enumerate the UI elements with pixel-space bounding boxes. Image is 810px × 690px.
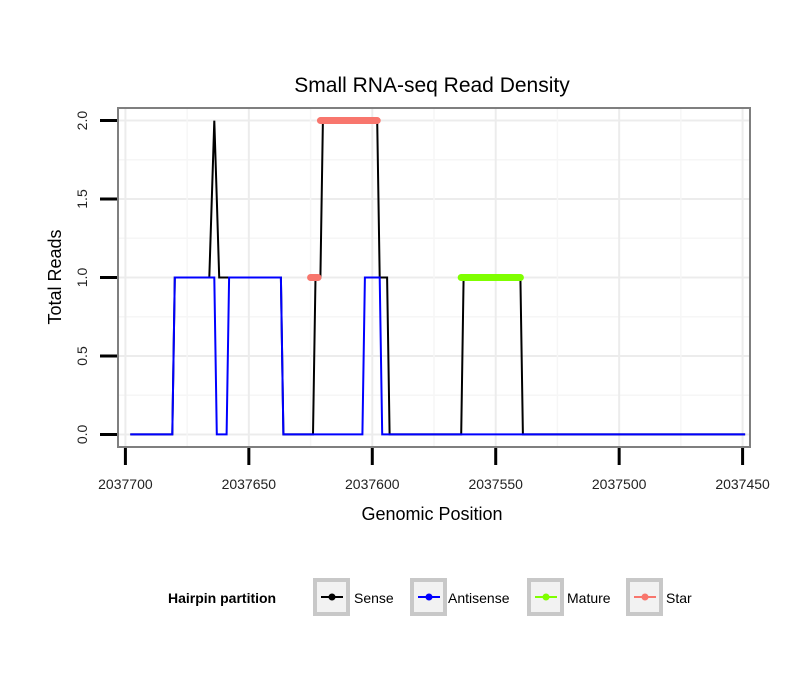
x-tick-label: 2037650	[222, 476, 277, 492]
x-tick-label: 2037450	[715, 476, 770, 492]
legend-key-point	[542, 593, 550, 601]
x-tick-label: 2037700	[98, 476, 153, 492]
y-tick-label: 0.5	[74, 346, 90, 366]
legend-title: Hairpin partition	[168, 590, 276, 606]
legend-key-point	[425, 593, 433, 601]
y-tick-label: 1.0	[74, 268, 90, 288]
chart-title: Small RNA-seq Read Density	[294, 74, 570, 97]
legend-key-point	[641, 593, 649, 601]
y-tick-label: 1.5	[74, 189, 90, 209]
series-line-antisense	[130, 276, 746, 436]
x-tick-label: 2037600	[345, 476, 400, 492]
x-axis-label: Genomic Position	[361, 504, 502, 524]
series-layer	[130, 117, 746, 436]
legend-item-sense: Sense	[313, 578, 394, 616]
legend: Hairpin partition Sense Antisense Mature St…	[168, 578, 692, 616]
plot-frame	[117, 107, 751, 448]
legend-label: Antisense	[448, 590, 510, 606]
y-axis-label: Total Reads	[45, 229, 65, 324]
legend-label: Star	[666, 590, 692, 606]
legend-item-antisense: Antisense	[410, 578, 510, 616]
y-axis: 0.0 0.5 1.0 1.5 2.0	[74, 111, 117, 444]
legend-label: Sense	[354, 590, 394, 606]
legend-label: Mature	[567, 590, 611, 606]
legend-item-star: Star	[626, 578, 692, 616]
legend-key-box	[626, 578, 663, 616]
x-tick-label: 2037500	[592, 476, 647, 492]
x-tick-label: 2037550	[468, 476, 523, 492]
legend-key-point	[328, 593, 336, 601]
legend-item-mature: Mature	[527, 578, 611, 616]
x-axis: 2037700 2037650 2037600 2037550 2037500 20374…	[98, 448, 770, 492]
y-tick-label: 0.0	[74, 424, 90, 444]
y-tick-label: 2.0	[74, 111, 90, 131]
